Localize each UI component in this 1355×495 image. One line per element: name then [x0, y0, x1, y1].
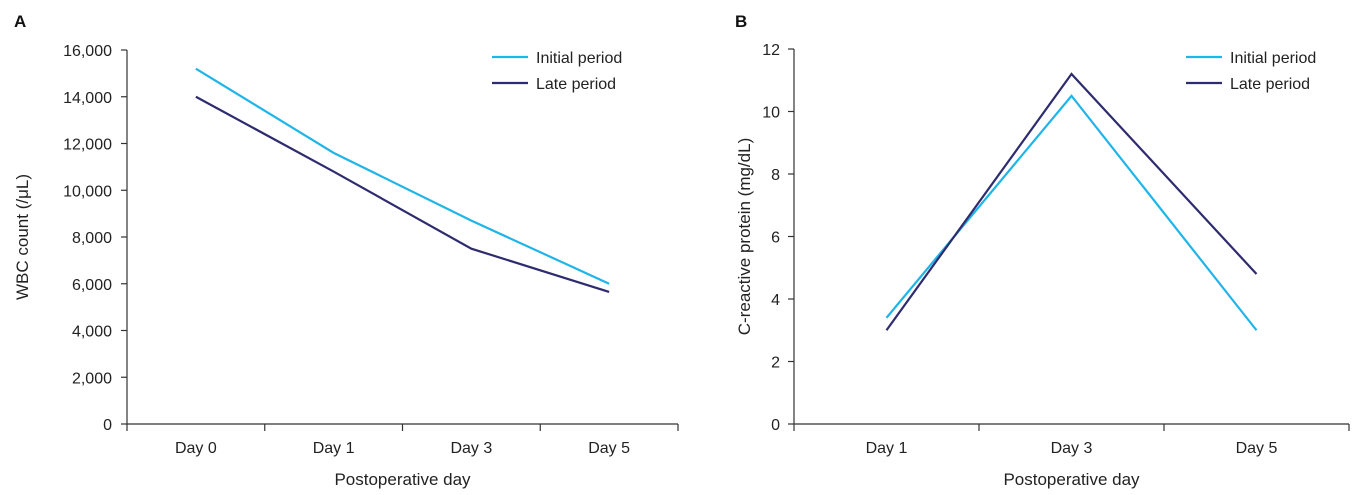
x-axis-title: Postoperative day — [1003, 470, 1140, 489]
x-tick-label: Day 1 — [313, 440, 355, 457]
y-tick-label: 0 — [771, 417, 780, 434]
y-tick-label: 4 — [771, 292, 780, 309]
y-tick-label: 8 — [771, 167, 780, 184]
y-tick-label: 12 — [762, 42, 780, 59]
y-tick-label: 12,000 — [63, 137, 112, 154]
series-line-late-period — [885, 72, 1258, 331]
panel-label: A — [14, 12, 26, 31]
series-line-late-period — [195, 95, 610, 293]
x-tick-label: Day 3 — [1051, 440, 1093, 457]
y-tick-label: 2,000 — [72, 370, 112, 387]
y-axis-title: WBC count (/μL) — [13, 174, 32, 300]
y-tick-label: 6 — [771, 230, 780, 247]
x-tick-label: Day 3 — [450, 440, 492, 457]
chart-panel-b: B 0 2 4 6 8 10 12 Day 1 Day 3 Day 5 Postoperative d… — [735, 12, 1350, 489]
y-tick-label: 14,000 — [63, 90, 112, 107]
legend-label: Initial period — [536, 50, 622, 67]
x-tick-label: Day 1 — [866, 440, 908, 457]
y-tick-label: 10,000 — [63, 183, 112, 200]
x-tick-label: Day 0 — [175, 440, 217, 457]
y-tick-label: 10 — [762, 105, 780, 122]
legend-label: Initial period — [1230, 50, 1316, 67]
y-tick-label: 8,000 — [72, 230, 112, 247]
legend-label: Late period — [536, 76, 616, 93]
legend-label: Late period — [1230, 76, 1310, 93]
y-axis-title: C-reactive protein (mg/dL) — [735, 138, 754, 335]
x-tick-label: Day 5 — [588, 440, 630, 457]
y-tick-label: 2 — [771, 355, 780, 372]
x-tick-label: Day 5 — [1236, 440, 1278, 457]
series-line-initial-period — [195, 67, 610, 285]
y-tick-label: 6,000 — [72, 277, 112, 294]
y-tick-label: 16,000 — [63, 43, 112, 60]
panel-label: B — [735, 12, 747, 31]
y-tick-label: 0 — [103, 417, 112, 434]
chart-panel-a: A 0 2,000 4,000 6,000 8,000 10,000 12,000 14,000… — [13, 12, 679, 489]
y-tick-label: 4,000 — [72, 324, 112, 341]
x-axis-title: Postoperative day — [334, 470, 471, 489]
